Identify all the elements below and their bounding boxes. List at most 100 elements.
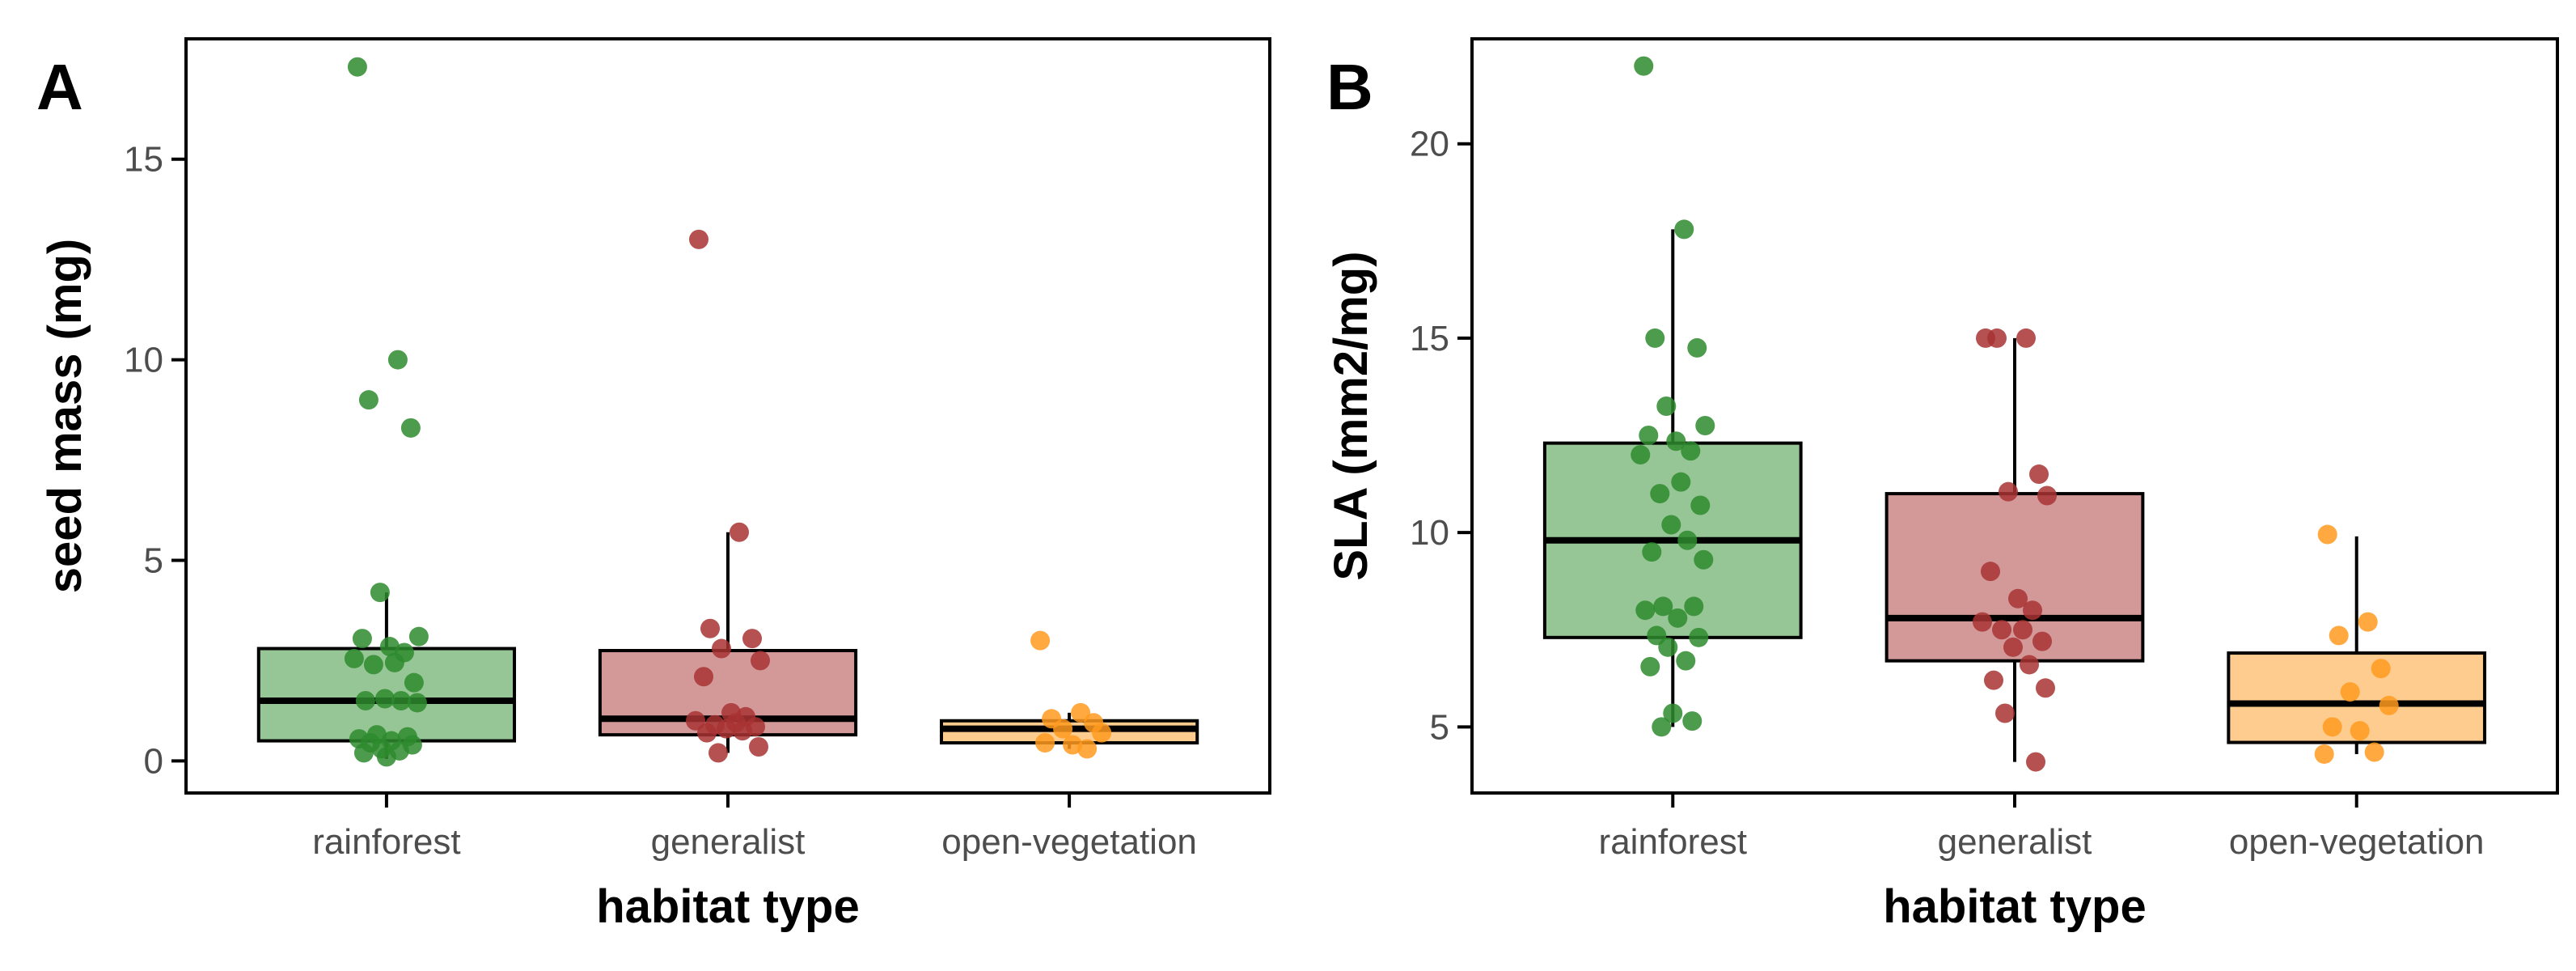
y-axis-title: seed mass (mg) <box>39 239 91 593</box>
data-point-rainforest <box>1684 596 1704 617</box>
data-point-generalist <box>2023 600 2042 621</box>
panel-letter: B <box>1326 51 1373 123</box>
data-point-open-vegetation <box>2371 659 2391 679</box>
data-point-rainforest <box>408 626 429 647</box>
data-point-open-vegetation <box>2329 625 2349 646</box>
x-tick-label: generalist <box>1938 822 2092 862</box>
data-point-rainforest <box>1634 56 1654 76</box>
box-generalist <box>1884 492 2145 663</box>
data-point-rainforest <box>391 690 411 710</box>
data-point-generalist <box>1992 620 2011 640</box>
plot-frame <box>184 37 1271 795</box>
data-point-rainforest <box>1661 515 1681 535</box>
data-point-rainforest <box>376 747 396 767</box>
data-point-rainforest <box>1645 328 1665 348</box>
y-tick-label: 10 <box>124 341 163 380</box>
data-point-generalist <box>712 638 731 659</box>
x-tick-label: generalist <box>651 822 806 862</box>
data-point-rainforest <box>407 693 427 713</box>
data-point-rainforest <box>1681 441 1701 461</box>
data-point-generalist <box>733 721 752 741</box>
data-point-rainforest <box>1677 530 1698 550</box>
data-point-rainforest <box>1687 337 1707 358</box>
data-point-generalist <box>700 618 720 638</box>
data-point-open-vegetation <box>2314 744 2334 764</box>
data-point-open-vegetation <box>1092 723 1112 743</box>
data-point-rainforest <box>352 629 372 649</box>
data-point-open-vegetation <box>1035 733 1055 753</box>
data-point-open-vegetation <box>2340 682 2360 702</box>
data-point-rainforest <box>1640 656 1660 676</box>
data-point-rainforest <box>1650 484 1670 504</box>
data-point-rainforest <box>1656 396 1677 416</box>
data-point-rainforest <box>353 743 374 763</box>
data-point-rainforest <box>1642 542 1662 562</box>
data-point-rainforest <box>1690 495 1711 515</box>
data-point-rainforest <box>379 637 400 657</box>
y-axis-title: SLA (mm2/mg) <box>1325 251 1377 580</box>
data-point-generalist <box>2008 588 2028 608</box>
data-point-generalist <box>2003 637 2023 657</box>
data-point-open-vegetation <box>2358 612 2378 632</box>
data-point-rainforest <box>404 672 424 693</box>
x-tick-label: open-vegetation <box>2229 822 2485 862</box>
data-point-open-vegetation <box>2364 742 2384 762</box>
data-point-open-vegetation <box>2322 717 2342 737</box>
data-point-rainforest <box>355 690 375 710</box>
data-point-rainforest <box>1671 472 1691 492</box>
data-point-rainforest <box>370 583 390 603</box>
data-point-generalist <box>751 651 770 671</box>
data-point-generalist <box>2013 620 2032 640</box>
data-point-rainforest <box>1663 703 1683 723</box>
data-point-generalist <box>717 719 736 739</box>
data-point-generalist <box>1995 703 2015 723</box>
data-point-rainforest <box>1668 608 1688 628</box>
data-point-rainforest <box>1635 600 1656 621</box>
data-point-generalist <box>742 629 762 649</box>
plot-frame <box>1470 37 2559 795</box>
panel-letter: A <box>36 51 83 123</box>
data-point-rainforest <box>1653 596 1673 617</box>
data-point-generalist <box>749 736 768 757</box>
data-point-open-vegetation <box>1063 735 1083 755</box>
data-point-rainforest <box>1689 627 1709 647</box>
data-point-generalist <box>2020 655 2039 675</box>
y-tick-label: 15 <box>1410 319 1449 358</box>
data-point-rainforest <box>347 57 367 77</box>
data-point-open-vegetation <box>1053 719 1073 739</box>
data-point-rainforest <box>363 655 383 675</box>
y-tick-label: 5 <box>1430 707 1449 747</box>
x-axis-title: habitat type <box>596 880 860 933</box>
data-point-rainforest <box>400 418 421 438</box>
data-point-generalist <box>1981 562 2000 582</box>
panel-a: A 0 5 10 15 rainforest generalist open-vegetati… <box>36 37 1271 933</box>
data-point-generalist <box>2032 631 2052 651</box>
data-point-generalist <box>689 229 709 249</box>
data-point-generalist <box>2026 752 2045 772</box>
data-point-open-vegetation <box>2350 721 2370 741</box>
data-point-generalist <box>2016 328 2036 348</box>
data-point-open-vegetation <box>2379 695 2399 715</box>
data-point-rainforest <box>344 648 364 668</box>
y-tick-label: 20 <box>1410 125 1449 164</box>
data-point-rainforest <box>1695 416 1715 436</box>
y-tick-label: 0 <box>144 741 163 781</box>
data-point-generalist <box>694 667 713 687</box>
data-point-rainforest <box>1658 637 1678 657</box>
data-point-rainforest <box>1652 717 1672 737</box>
data-point-generalist <box>2037 486 2057 506</box>
data-point-rainforest <box>387 350 408 370</box>
data-point-rainforest <box>1674 219 1694 240</box>
data-point-generalist <box>730 522 749 542</box>
data-point-rainforest <box>374 689 395 709</box>
x-tick-label: rainforest <box>1599 822 1747 862</box>
data-point-generalist <box>1987 328 2007 348</box>
data-point-generalist <box>1999 481 2018 502</box>
data-point-rainforest <box>358 390 379 410</box>
data-point-rainforest <box>1666 431 1686 452</box>
data-point-generalist <box>709 743 728 763</box>
data-point-rainforest <box>1639 426 1659 446</box>
x-tick-label: rainforest <box>312 822 460 862</box>
y-tick-label: 10 <box>1410 513 1449 553</box>
